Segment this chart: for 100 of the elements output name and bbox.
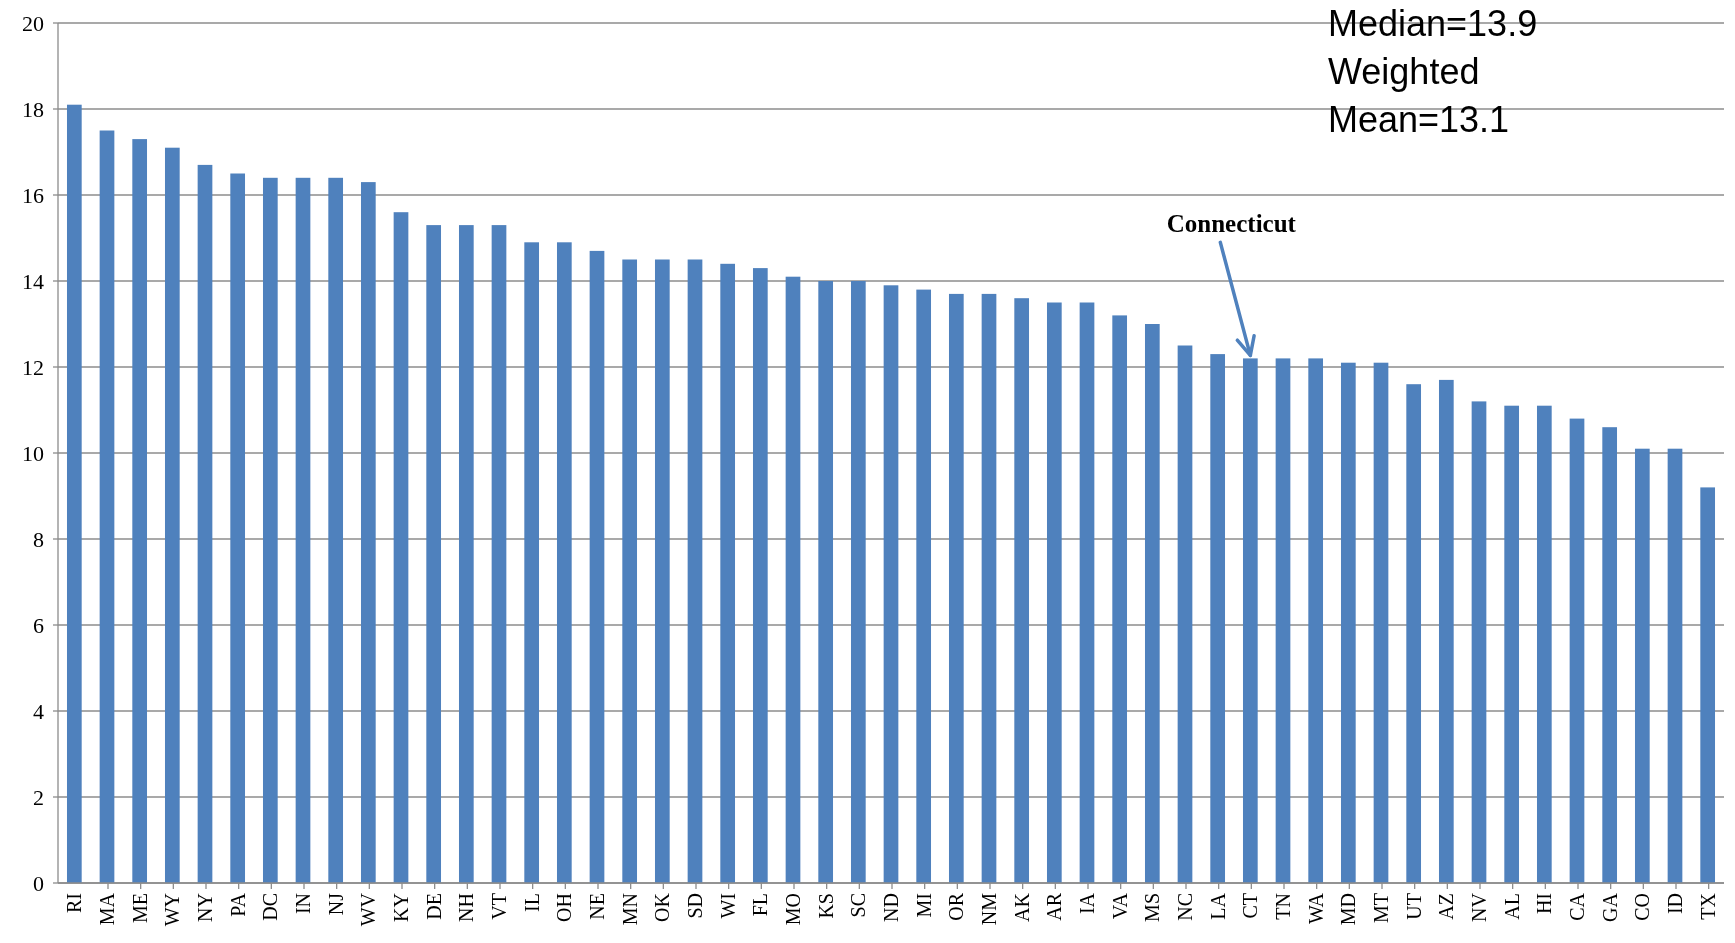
x-tick-label: MI xyxy=(912,893,935,918)
bar xyxy=(1112,315,1128,883)
x-tick-label: OH xyxy=(553,893,576,922)
bar xyxy=(524,242,540,883)
x-tick-label: NV xyxy=(1468,892,1490,922)
bar xyxy=(197,164,213,883)
bar xyxy=(1242,358,1258,883)
y-tick-label: 6 xyxy=(33,612,44,638)
bar xyxy=(785,276,801,883)
bar xyxy=(295,177,311,883)
x-tick-label: UT xyxy=(1402,893,1425,920)
x-tick-label: MT xyxy=(1370,893,1392,923)
bar xyxy=(589,250,605,883)
bar xyxy=(1046,302,1062,883)
bar xyxy=(883,285,899,883)
x-tick-label: OR xyxy=(945,892,968,921)
x-tick-label: RI xyxy=(63,893,86,913)
x-tick-label: NM xyxy=(978,892,1000,926)
x-tick-label: WV xyxy=(357,892,380,927)
x-tick-label: MS xyxy=(1141,893,1164,922)
x-tick-label: AZ xyxy=(1435,893,1458,920)
x-tick-label: NH xyxy=(455,893,478,922)
annotation: Median=13.9 xyxy=(1328,3,1538,44)
x-tick-label: SC xyxy=(847,893,870,918)
x-tick-label: WI xyxy=(716,893,739,919)
bar xyxy=(752,268,768,883)
x-tick-label: LA xyxy=(1206,892,1229,920)
x-tick-label: AR xyxy=(1043,892,1066,921)
x-tick-label: AK xyxy=(1010,892,1033,922)
bar xyxy=(132,139,148,883)
x-tick-label: TX xyxy=(1696,892,1719,920)
bar xyxy=(1308,358,1324,883)
y-tick-label: 8 xyxy=(33,526,44,552)
x-tick-label: KY xyxy=(390,893,412,922)
x-tick-label: SD xyxy=(684,893,706,919)
bar xyxy=(1504,405,1520,883)
y-tick-label: 4 xyxy=(33,698,44,724)
y-tick-label: 10 xyxy=(22,440,44,466)
x-tick-label: WY xyxy=(161,893,184,927)
x-tick-label: WA xyxy=(1304,892,1327,925)
x-tick-label: CA xyxy=(1566,892,1588,921)
bar xyxy=(720,263,736,883)
x-tick-label: ME xyxy=(128,893,151,923)
y-tick-label: 12 xyxy=(22,354,44,380)
x-tick-label: ND xyxy=(880,893,902,922)
y-tick-label: 0 xyxy=(33,870,44,896)
x-tick-label: PA xyxy=(226,892,249,917)
x-tick-label: IL xyxy=(520,893,543,912)
annotation: Connecticut xyxy=(1166,210,1297,238)
x-tick-label: MO xyxy=(782,893,804,926)
x-tick-label: MA xyxy=(96,892,118,926)
x-tick-label: NY xyxy=(194,893,216,922)
bar xyxy=(1014,298,1030,883)
bar xyxy=(948,293,964,883)
annotation: Weighted Mean=13.1 xyxy=(1328,51,1510,140)
x-tick-label: AL xyxy=(1500,893,1523,920)
bar xyxy=(1373,362,1389,883)
bar xyxy=(1602,427,1618,883)
bar xyxy=(1210,354,1226,883)
x-tick-label: HI xyxy=(1533,893,1556,915)
x-tick-label: CT xyxy=(1239,893,1262,919)
bar xyxy=(556,242,572,883)
bar xyxy=(1275,358,1291,883)
x-tick-label: KS xyxy=(814,893,837,919)
bar xyxy=(1177,345,1193,883)
bar xyxy=(1144,324,1160,883)
bar xyxy=(328,177,344,883)
y-tick-label: 20 xyxy=(22,10,44,36)
x-tick-label: MD xyxy=(1337,893,1360,926)
bar xyxy=(1569,418,1585,883)
bar xyxy=(1536,405,1552,883)
y-tick-label: 18 xyxy=(22,96,44,122)
bar xyxy=(230,173,246,883)
bar xyxy=(818,281,834,883)
bar xyxy=(654,259,670,883)
bar xyxy=(262,177,278,883)
bar xyxy=(687,259,703,883)
bar xyxy=(1079,302,1095,883)
bar xyxy=(916,289,932,883)
y-tick-label: 16 xyxy=(22,182,44,208)
bar xyxy=(491,225,507,883)
x-tick-label: CO xyxy=(1631,893,1654,921)
bar xyxy=(1700,487,1716,883)
y-tick-label: 2 xyxy=(33,784,44,810)
bar xyxy=(622,259,638,883)
x-tick-label: DC xyxy=(259,893,282,921)
x-tick-label: NE xyxy=(586,893,608,920)
bar xyxy=(99,130,115,883)
bar xyxy=(850,281,866,883)
x-tick-label: IN xyxy=(292,893,314,915)
bar xyxy=(164,147,180,883)
x-tick-label: ID xyxy=(1664,893,1686,915)
bar xyxy=(1406,384,1422,883)
x-tick-label: VT xyxy=(488,893,510,920)
bar xyxy=(458,225,474,883)
bar xyxy=(1471,401,1487,883)
bar xyxy=(426,225,442,883)
y-tick-label: 14 xyxy=(22,268,44,294)
x-tick-label: FL xyxy=(749,893,772,917)
x-tick-label: GA xyxy=(1598,892,1621,922)
